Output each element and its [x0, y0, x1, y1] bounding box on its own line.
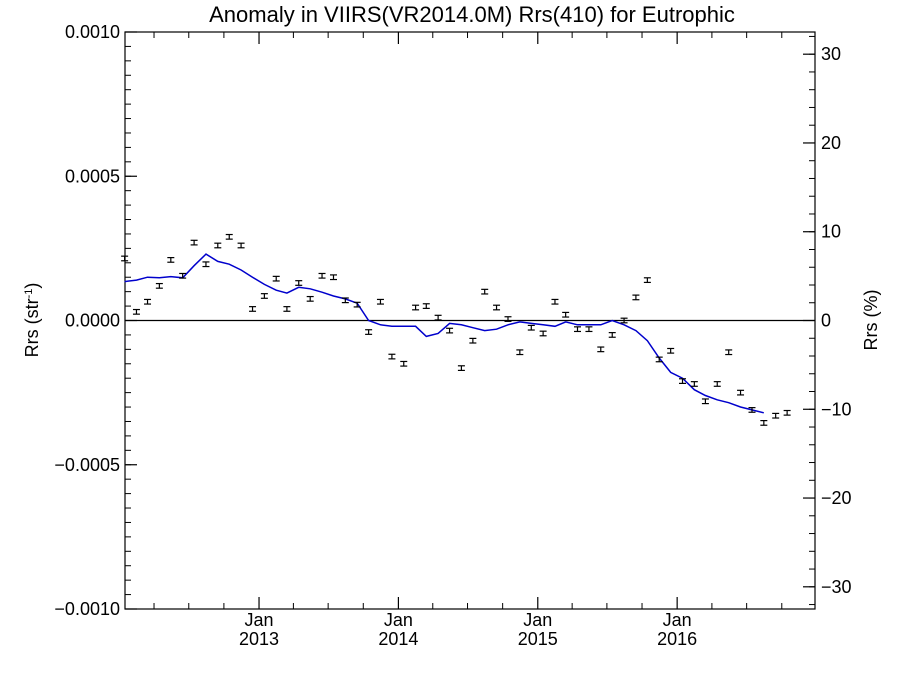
y-axis-label-superscript: -1: [23, 289, 35, 299]
x-tick-year-1: 2014: [378, 629, 418, 649]
y-axis-label-close: ): [22, 283, 42, 289]
x-tick-year-2: 2015: [518, 629, 558, 649]
data-point-29: [457, 365, 465, 372]
y-axis-label: Rrs (str-1): [22, 283, 42, 358]
x-tick-month-3: Jan: [663, 610, 692, 630]
data-point-54: [748, 407, 756, 413]
data-point-49: [690, 381, 698, 387]
data-point-45: [643, 277, 651, 284]
chart-title: Anomaly in VIIRS(VR2014.0M) Rrs(410) for…: [209, 2, 735, 27]
data-point-27: [434, 314, 442, 321]
data-point-44: [632, 294, 640, 301]
data-point-39: [573, 326, 581, 333]
data-point-31: [481, 288, 489, 295]
y2-tick-label-5: 20: [821, 133, 841, 153]
data-point-48: [678, 378, 686, 384]
y-axis-left: −0.0010 −0.0005 0.0000 0.0005 0.0010: [54, 22, 137, 619]
y2-tick-label-3: 0: [821, 311, 831, 331]
y-axis-right: −30 −20 −10 0 10 20 30: [803, 44, 852, 597]
data-point-5: [179, 272, 187, 279]
data-point-28: [446, 327, 454, 334]
data-point-51: [713, 381, 721, 387]
data-point-46: [655, 356, 663, 363]
data-point-55: [760, 420, 768, 426]
data-point-26: [422, 303, 430, 309]
data-point-33: [504, 316, 512, 322]
data-point-32: [493, 304, 501, 311]
data-point-23: [388, 353, 396, 360]
data-point-20: [353, 301, 361, 308]
data-point-17: [318, 272, 326, 279]
x-tick-month-0: Jan: [245, 610, 274, 630]
data-point-1: [132, 308, 140, 315]
data-point-0: [121, 255, 129, 262]
data-point-6: [190, 239, 198, 246]
x-tick-month-1: Jan: [384, 610, 413, 630]
y2-tick-label-0: −30: [821, 577, 852, 597]
data-point-52: [725, 349, 733, 356]
y-tick-label-2: 0.0000: [65, 311, 120, 331]
minor-ticks: [125, 31, 815, 610]
y-tick-label-4: 0.0010: [65, 22, 120, 42]
y-tick-label-0: −0.0010: [54, 599, 120, 619]
data-point-10: [237, 242, 245, 249]
data-point-8: [214, 242, 222, 249]
data-point-35: [527, 324, 535, 331]
data-point-19: [341, 297, 349, 304]
data-point-38: [562, 311, 570, 318]
y2-axis-label: Rrs (%): [861, 290, 881, 351]
data-point-43: [620, 317, 628, 324]
data-point-2: [144, 298, 152, 305]
data-point-14: [283, 306, 291, 312]
data-point-30: [469, 337, 477, 344]
data-point-4: [167, 257, 175, 263]
y-tick-label-3: 0.0005: [65, 166, 120, 186]
data-point-7: [202, 261, 210, 268]
data-point-3: [155, 282, 163, 289]
x-tick-year-3: 2016: [657, 629, 697, 649]
x-tick-year-0: 2013: [239, 629, 279, 649]
data-point-47: [667, 347, 675, 354]
data-point-24: [400, 360, 408, 367]
data-point-36: [539, 330, 547, 337]
data-point-50: [701, 398, 709, 405]
data-points: [121, 233, 791, 426]
data-point-21: [365, 329, 373, 335]
data-point-57: [783, 409, 791, 416]
data-point-42: [608, 332, 616, 338]
data-point-11: [249, 306, 257, 312]
data-point-40: [585, 326, 593, 333]
data-point-25: [412, 304, 420, 311]
data-point-37: [551, 298, 559, 305]
y-tick-label-1: −0.0005: [54, 455, 120, 475]
y2-tick-label-2: −10: [821, 399, 852, 419]
data-point-56: [772, 412, 780, 419]
data-point-13: [272, 275, 280, 282]
x-tick-month-2: Jan: [523, 610, 552, 630]
y2-tick-label-6: 30: [821, 44, 841, 64]
data-point-22: [376, 298, 384, 305]
data-point-34: [516, 349, 524, 356]
y-axis-label-main: Rrs (str: [22, 298, 42, 357]
data-point-41: [597, 346, 605, 353]
trend-line: [124, 253, 764, 414]
data-point-16: [306, 295, 314, 302]
data-point-9: [225, 233, 233, 240]
data-point-15: [295, 280, 303, 286]
data-point-53: [737, 389, 745, 396]
data-point-12: [260, 293, 268, 299]
y2-tick-label-4: 10: [821, 222, 841, 242]
data-point-18: [329, 274, 337, 281]
y2-tick-label-1: −20: [821, 488, 852, 508]
